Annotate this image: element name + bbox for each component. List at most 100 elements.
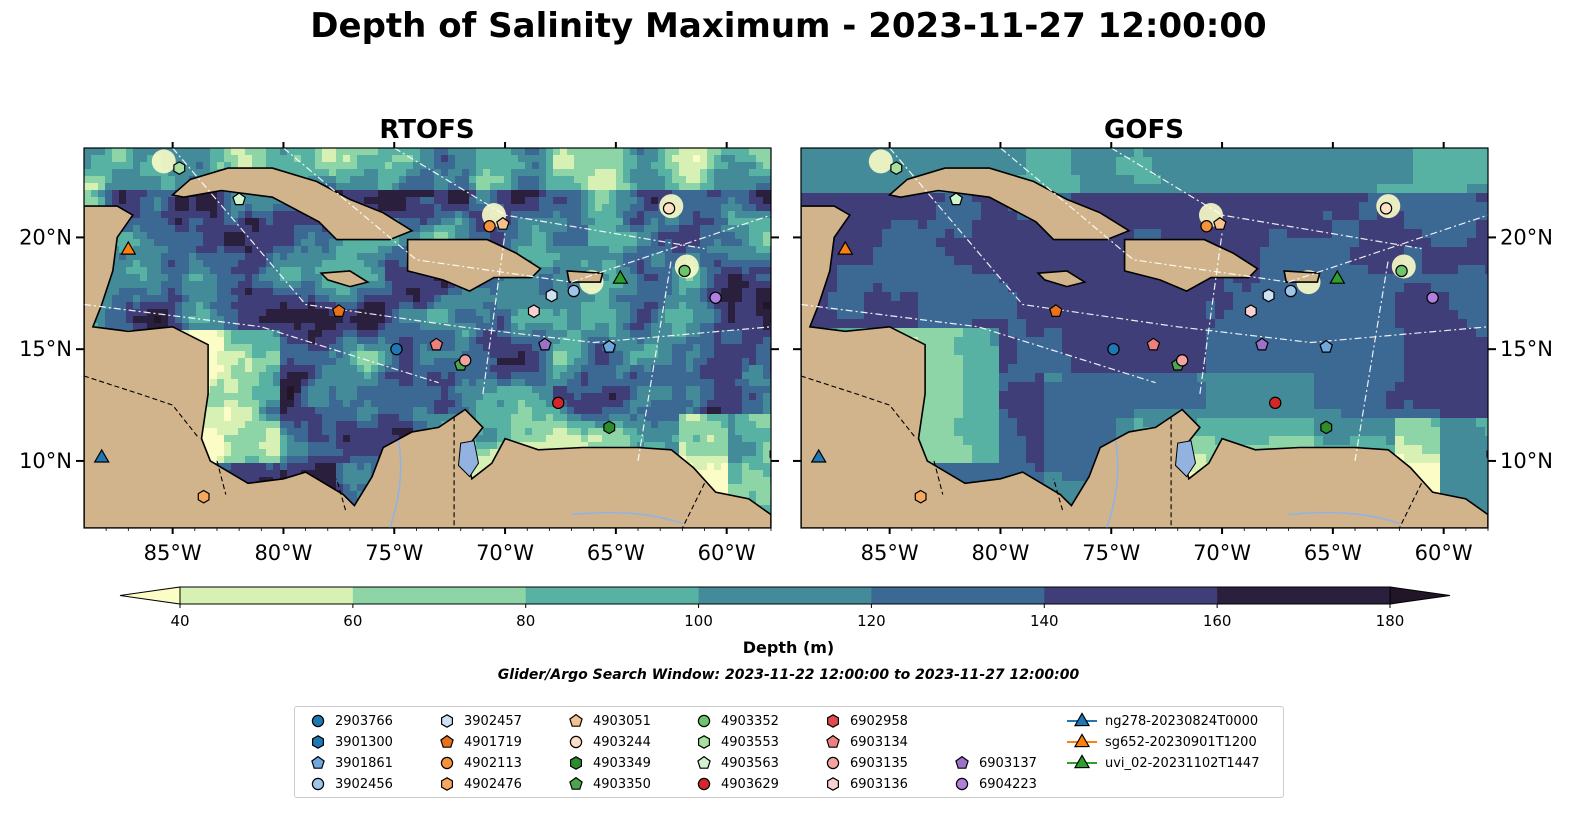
lon-tick-label: 85°W xyxy=(144,541,202,565)
lon-tick-label: 65°W xyxy=(587,541,645,565)
colorbar-extend-high xyxy=(1389,586,1451,605)
colorbar-tick-label: 60 xyxy=(343,612,362,630)
legend-label: 3901300 xyxy=(335,734,393,750)
legend-marker-icon xyxy=(826,756,840,770)
legend-marker-icon xyxy=(1073,712,1091,727)
legend-label: 4901719 xyxy=(464,734,522,750)
lat-tick-label: 15°N xyxy=(19,337,72,361)
float-2903766-marker xyxy=(1107,342,1120,356)
float-3902456-marker xyxy=(1284,284,1297,298)
legend-marker-icon xyxy=(440,734,454,748)
legend-item: 6903135 xyxy=(822,753,908,773)
rtofs-map-panel: 85°W 80°W 75°W 70°W 65°W 60°W 20°N 15°N 10°N xyxy=(19,142,779,565)
colorbar-tick-label: 100 xyxy=(684,612,713,630)
legend-item: 6903136 xyxy=(822,774,908,794)
float-6903134-marker xyxy=(429,337,444,351)
legend-item: 4903051 xyxy=(565,711,651,731)
legend-marker-icon xyxy=(440,756,454,770)
legend-item: 4901719 xyxy=(436,732,522,752)
legend-label: 6903137 xyxy=(979,755,1037,771)
lon-tick-label: 65°W xyxy=(1304,541,1362,565)
float-4903244-marker xyxy=(662,202,676,215)
legend-label: 4903629 xyxy=(721,776,779,792)
legend-label: 4903352 xyxy=(721,713,779,729)
legend-marker-icon xyxy=(440,777,453,791)
legend-marker-icon xyxy=(311,755,325,769)
legend-marker-icon xyxy=(311,735,324,749)
land-jamaica xyxy=(319,270,370,288)
legend-item: 6903134 xyxy=(822,732,908,752)
legend: 2903766 3901300 3901861 3902456 3902457 49017… xyxy=(294,706,1284,798)
legend-marker-icon xyxy=(440,714,453,728)
legend-item: 6903137 xyxy=(951,753,1037,773)
float-4903563-marker xyxy=(232,192,246,206)
land-cuba xyxy=(170,167,414,241)
float-4903553-marker xyxy=(890,161,903,175)
legend-item: sg652-20230901T1200 xyxy=(1065,732,1257,752)
float-4902113-marker xyxy=(483,220,496,233)
colorbar-segment xyxy=(698,587,872,604)
glider-ng278-20230824T0000-marker xyxy=(810,448,827,463)
legend-marker-icon xyxy=(569,756,582,770)
glider-ng278-20230824T0000-marker xyxy=(93,448,110,463)
legend-marker-icon xyxy=(955,755,969,769)
float-3902456-marker xyxy=(567,284,580,298)
colorbar-segment xyxy=(1044,587,1218,604)
legend-item: 6904223 xyxy=(951,774,1037,794)
colorbar: 40 60 80 100 120 140 160 180 xyxy=(119,586,1451,630)
legend-label: ng278-20230824T0000 xyxy=(1105,713,1259,729)
float-4902476-marker xyxy=(197,489,210,504)
float-6903136-marker xyxy=(527,304,540,319)
legend-item: 4902113 xyxy=(436,753,522,773)
float-4903352-marker xyxy=(678,264,691,278)
legend-item: 4903563 xyxy=(693,753,779,773)
float-3901861-marker xyxy=(602,339,617,353)
lon-tick-label: 60°W xyxy=(1415,541,1473,565)
legend-item: 4903350 xyxy=(565,774,651,794)
glider-sg652-20230901T1200-marker xyxy=(837,240,854,255)
float-3902457-marker xyxy=(545,288,558,303)
lon-tick-label: 70°W xyxy=(1193,541,1251,565)
colorbar-segment xyxy=(525,587,700,604)
colorbar-tick-label: 80 xyxy=(516,612,535,630)
float-6903136-marker xyxy=(1244,304,1257,319)
legend-label: 4902476 xyxy=(464,776,522,792)
colorbar-segment xyxy=(871,587,1045,604)
gofs-map-panel: 85°W 80°W 75°W 70°W 65°W 60°W 20°N 15°N 10°N xyxy=(793,142,1553,565)
legend-label: 6904223 xyxy=(979,776,1037,792)
float-4903051-marker xyxy=(1213,216,1227,230)
float-6903137-marker xyxy=(538,337,552,351)
glider-sg652-20230901T1200-marker xyxy=(120,240,137,255)
gofs-panel-title: GOFS xyxy=(1104,115,1184,145)
legend-marker-icon xyxy=(1073,754,1091,769)
float-6904223-marker xyxy=(709,291,722,304)
float-3901861-marker xyxy=(1319,339,1334,353)
legend-item: 4903349 xyxy=(565,753,651,773)
lon-tick-label: 80°W xyxy=(971,541,1029,565)
rtofs-panel-title: RTOFS xyxy=(379,115,474,145)
lat-tick-label: 20°N xyxy=(19,225,72,249)
legend-label: 6903135 xyxy=(850,755,908,771)
float-4903563-marker xyxy=(949,192,963,206)
land-cuba xyxy=(887,167,1131,241)
legend-label: 6903136 xyxy=(850,776,908,792)
legend-marker-icon xyxy=(697,777,711,791)
float-2903766-marker xyxy=(390,342,403,356)
legend-label: 6903134 xyxy=(850,734,908,750)
float-4903244-marker xyxy=(1379,202,1393,215)
lat-tick-label: 10°N xyxy=(19,449,72,473)
legend-item: 3901861 xyxy=(307,753,393,773)
legend-item: 4902476 xyxy=(436,774,522,794)
colorbar-segment xyxy=(1217,587,1391,604)
legend-label: 4903244 xyxy=(593,734,651,750)
land-puertorico xyxy=(566,270,604,283)
legend-item: uvi_02-20231102T1447 xyxy=(1065,753,1259,773)
legend-marker-icon xyxy=(1073,733,1091,748)
legend-marker-icon xyxy=(826,777,839,791)
lat-tick-label: 15°N xyxy=(1500,337,1553,361)
colorbar-tick-label: 40 xyxy=(170,612,189,630)
land-puertorico xyxy=(1283,270,1321,283)
float-4902476-marker xyxy=(914,489,927,504)
legend-label: 3901861 xyxy=(335,755,393,771)
legend-item: 3902457 xyxy=(436,711,522,731)
